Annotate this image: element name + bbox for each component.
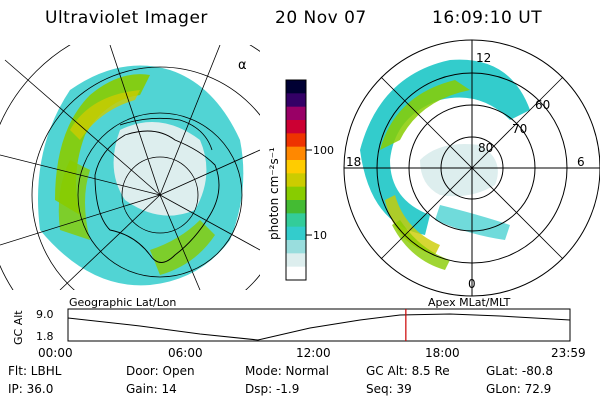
colorbar-swatch <box>286 160 306 174</box>
colorbar-swatch <box>286 266 306 281</box>
colorbar-swatch <box>286 80 306 94</box>
door-readout: Door: Open <box>126 364 195 378</box>
colorbar-tick-100: 100 <box>313 144 334 157</box>
colorbar-swatch <box>286 93 306 108</box>
seq-readout: Seq: 39 <box>366 382 412 396</box>
mode-readout: Mode: Normal <box>245 364 329 378</box>
clock-label-dusk: 18 <box>346 155 361 169</box>
timeline-x-tick-1: 06:00 <box>168 346 203 360</box>
colorbar-unit-label: photon cm⁻²s⁻¹ <box>267 147 281 240</box>
geographic-map <box>0 45 260 290</box>
colorbar-swatch <box>286 186 306 201</box>
observation-time: 16:09:10 UT <box>432 8 543 28</box>
clock-label-dawn: 6 <box>577 155 585 169</box>
colorbar-swatch <box>286 213 306 228</box>
colorbar-swatch <box>286 120 306 134</box>
colorbar-swatch <box>286 146 306 161</box>
timeline-x-tick-2: 12:00 <box>296 346 331 360</box>
filter-readout: Flt: LBHL <box>8 364 62 378</box>
gain-readout: Gain: 14 <box>126 382 177 396</box>
colorbar-swatch <box>286 253 306 268</box>
glat-readout: GLat: -80.8 <box>486 364 553 378</box>
dsp-readout: Dsp: -1.9 <box>245 382 300 396</box>
observation-date: 20 Nov 07 <box>275 8 367 28</box>
colorbar-swatch <box>286 133 306 148</box>
clock-label-noon: 12 <box>476 51 491 65</box>
ip-readout: IP: 36.0 <box>8 382 54 396</box>
gc-alt-readout: GC Alt: 8.5 Re <box>366 364 450 378</box>
timeline-x-tick-3: 18:00 <box>425 346 460 360</box>
colorbar-swatch <box>286 226 306 241</box>
lat-label-70: 70 <box>512 122 527 136</box>
colorbar-swatch <box>286 106 306 121</box>
magnetic-polar-map: 12 0 18 6 80 70 60 <box>343 39 600 297</box>
timeline-x-tick-4: 23:59 <box>551 346 586 360</box>
right-map-projection-label: Apex MLat/MLT <box>428 296 511 309</box>
map-corner-label: α <box>238 58 247 73</box>
left-map-projection-label: Geographic Lat/Lon <box>69 296 177 309</box>
intensity-colorbar: 100 10 photon cm⁻²s⁻¹ <box>267 79 334 281</box>
timeline-x-tick-0: 00:00 <box>38 346 73 360</box>
glon-readout: GLon: 72.9 <box>486 382 552 396</box>
instrument-title: Ultraviolet Imager <box>45 8 208 28</box>
clock-label-midnight: 0 <box>468 277 476 291</box>
colorbar-swatch <box>286 173 306 188</box>
lat-label-80: 80 <box>478 141 493 155</box>
colorbar-swatch <box>286 200 306 214</box>
colorbar-swatch <box>286 240 306 254</box>
colorbar-tick-10: 10 <box>313 229 327 242</box>
lat-label-60: 60 <box>535 98 550 112</box>
